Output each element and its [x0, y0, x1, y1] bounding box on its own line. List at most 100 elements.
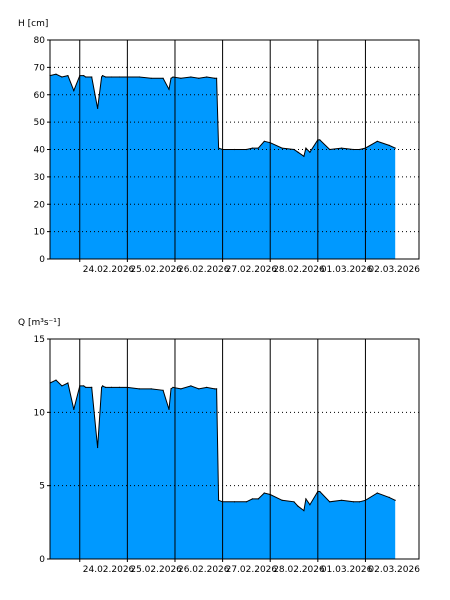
data-point	[67, 382, 69, 384]
data-point	[85, 76, 87, 78]
data-point	[305, 498, 307, 500]
data-point	[101, 76, 103, 78]
data-point	[263, 140, 265, 142]
data-point	[138, 76, 140, 78]
data-point	[198, 77, 200, 79]
y-tick-label: 30	[34, 173, 46, 183]
data-point	[83, 75, 85, 77]
data-point	[263, 492, 265, 494]
data-point	[303, 510, 305, 512]
data-point	[190, 76, 192, 78]
data-point	[394, 147, 396, 149]
data-point	[55, 379, 57, 381]
chart-2: 0 5 10 15 24.02.202625.02.202626.02.202627.0…	[18, 318, 420, 575]
data-point	[388, 496, 390, 498]
data-point	[168, 408, 170, 410]
data-point	[309, 151, 311, 153]
data-point	[206, 76, 208, 78]
data-point	[376, 492, 378, 494]
data-point	[170, 77, 172, 79]
data-point	[180, 77, 182, 79]
data-point	[293, 501, 295, 503]
y-tick-label: 5	[39, 482, 45, 492]
data-point	[102, 385, 104, 387]
data-point	[352, 148, 355, 151]
data-point	[251, 498, 253, 500]
y-tick-label: 0	[39, 255, 45, 265]
x-tick-label: 27.02.2026	[226, 265, 278, 275]
y-tick-label: 20	[34, 200, 46, 210]
data-point	[216, 77, 218, 79]
x-tick-label: 27.02.2026	[226, 565, 278, 575]
plot-frame	[49, 39, 420, 260]
data-point	[91, 386, 93, 388]
data-point	[150, 388, 152, 390]
data-point	[319, 139, 321, 141]
chart-1: 0 10 20 30 40 50 60 70 80 24.02.202625.02.202626.…	[18, 19, 420, 275]
data-point	[118, 386, 120, 388]
data-point	[329, 501, 331, 503]
data-point	[281, 499, 283, 501]
data-point	[162, 389, 164, 391]
data-point	[233, 501, 236, 503]
y-tick-label: 70	[34, 63, 46, 73]
data-point	[216, 388, 218, 390]
data-point	[218, 147, 220, 149]
y-tick-label: 0	[39, 555, 45, 565]
data-point	[104, 76, 107, 78]
data-point	[257, 147, 259, 149]
x-tick-label: 25.02.2026	[130, 265, 182, 275]
x-tick-label: 26.02.2026	[178, 565, 230, 575]
data-point	[172, 386, 174, 388]
data-point	[102, 75, 104, 77]
data-point	[358, 148, 361, 151]
data-point	[198, 388, 200, 390]
data-point	[257, 498, 259, 500]
data-point	[85, 386, 87, 388]
data-point	[110, 386, 113, 388]
data-point	[61, 76, 63, 78]
y-tick-label: 60	[34, 91, 46, 101]
x-tick-label: 28.02.2026	[273, 265, 325, 275]
series-line	[49, 379, 396, 512]
data-point	[309, 504, 311, 506]
data-point	[206, 386, 208, 388]
y-tick-label: 10	[34, 228, 46, 238]
data-point	[118, 76, 120, 78]
y-tick-label: 40	[34, 146, 46, 156]
data-point	[376, 140, 378, 142]
plot-frame	[49, 338, 420, 560]
data-point	[352, 501, 355, 503]
data-point	[104, 386, 107, 388]
x-tick-label: 26.02.2026	[178, 265, 230, 275]
data-point	[319, 490, 321, 493]
data-point	[251, 147, 253, 149]
series-area	[50, 380, 396, 559]
data-point	[138, 388, 140, 390]
data-point	[168, 88, 170, 90]
data-point	[97, 107, 99, 109]
data-point	[83, 385, 85, 387]
data-point	[162, 77, 164, 79]
x-tick-label: 28.02.2026	[273, 565, 325, 575]
x-tick-label: 02.03.2026	[368, 565, 420, 575]
data-point	[388, 144, 390, 146]
data-point	[358, 501, 361, 503]
data-point	[180, 388, 182, 390]
data-point	[214, 388, 216, 390]
data-point	[172, 76, 174, 78]
data-point	[67, 75, 69, 77]
data-point	[91, 76, 93, 78]
data-point	[303, 155, 305, 157]
y-tick-label: 80	[34, 36, 46, 46]
data-point	[190, 385, 192, 387]
data-point	[305, 147, 307, 149]
data-point	[61, 385, 63, 387]
data-point	[341, 147, 343, 149]
data-point	[394, 499, 396, 501]
y-axis-label: Q [m³s⁻¹]	[18, 318, 60, 328]
data-point	[73, 408, 75, 410]
data-point	[218, 499, 220, 501]
data-point	[73, 90, 75, 92]
